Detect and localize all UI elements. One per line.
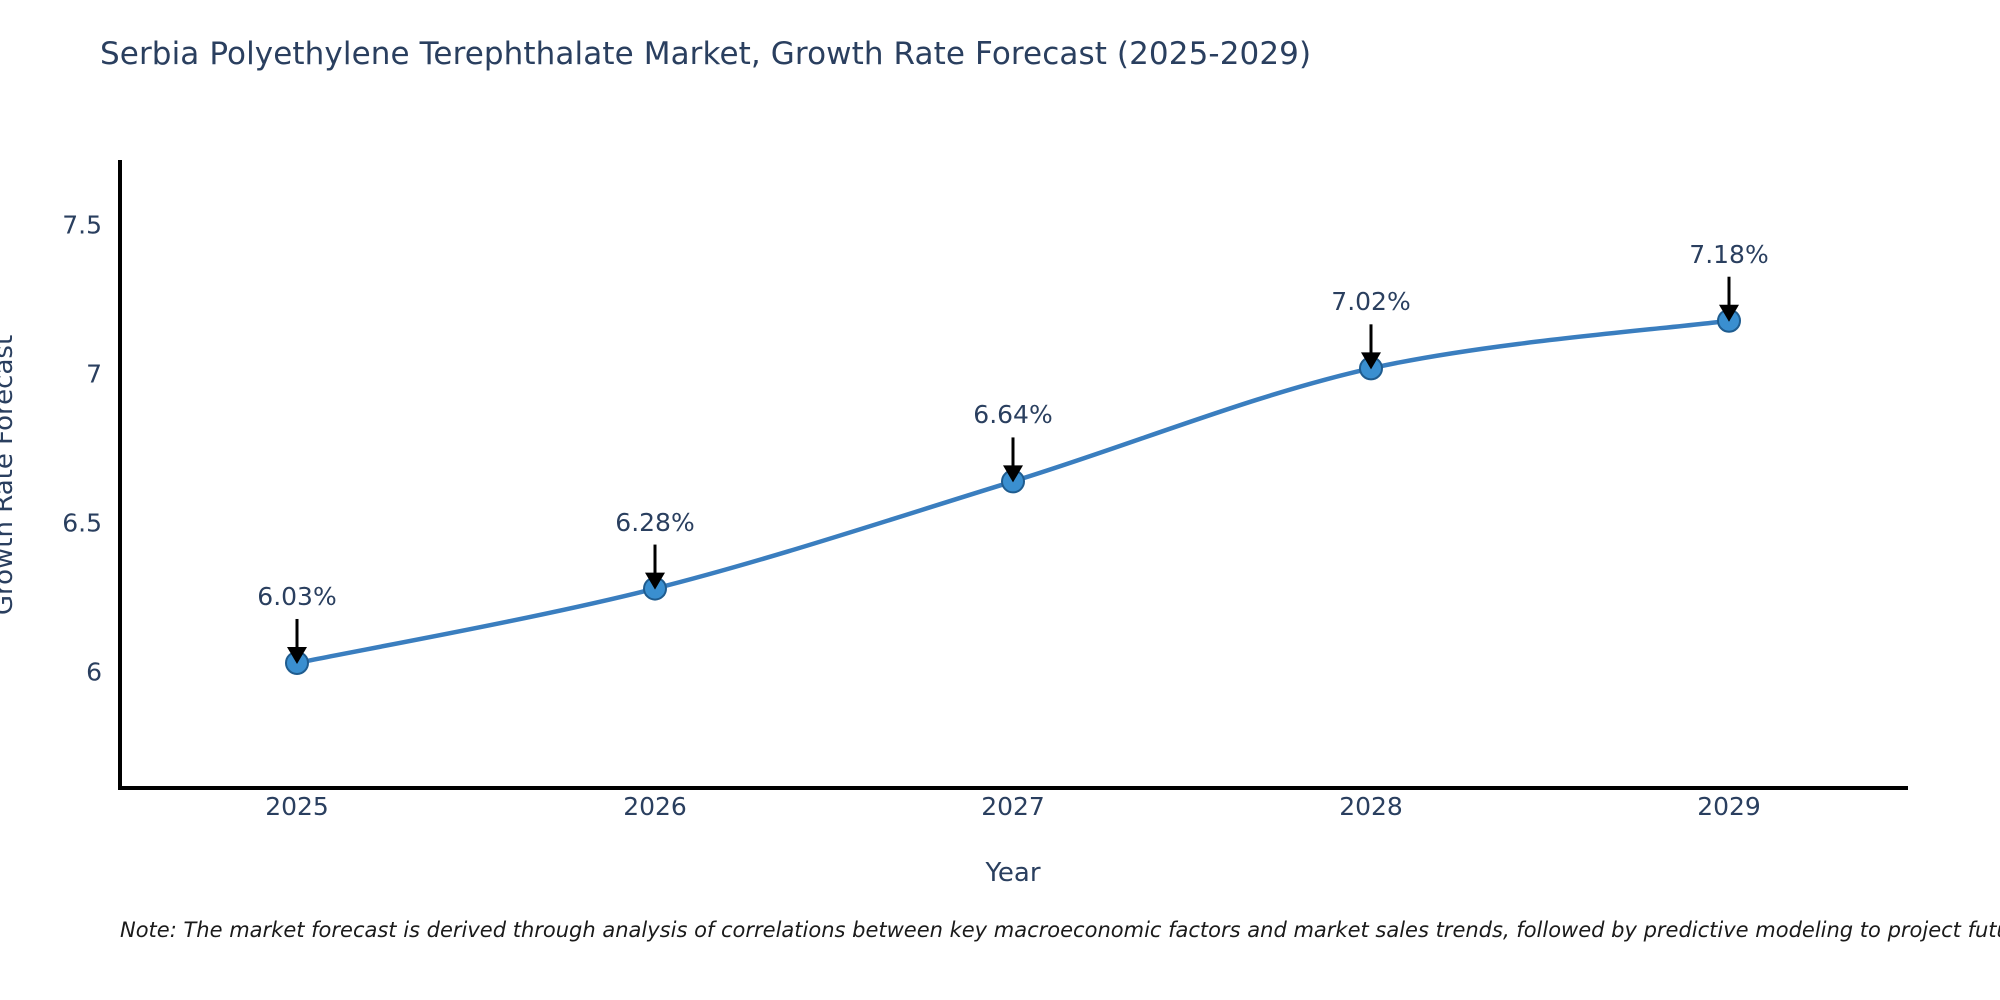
data-point-2029[interactable]	[1717, 276, 1741, 333]
x-tick-label: 2025	[265, 792, 329, 821]
annotation-arrow-head	[645, 572, 665, 590]
y-axis-line	[118, 160, 122, 790]
y-axis-title: Growth Rate Forecast	[0, 334, 19, 616]
annotation-arrow-head	[1719, 304, 1739, 322]
point-value-label: 6.28%	[615, 507, 695, 537]
data-point-2027[interactable]	[1001, 437, 1025, 494]
annotation-arrow-head	[1361, 352, 1381, 370]
footnote-note: Note: The market forecast is derived thr…	[120, 918, 2000, 942]
point-value-label: 6.64%	[973, 400, 1053, 430]
plot-area: 6 6.5 7 7.5 6.03% 6.28% 6.64% 7.02% 7.18%	[62, 160, 1908, 785]
data-point-2026[interactable]	[643, 544, 667, 601]
point-value-label: 7.18%	[1689, 239, 1769, 269]
point-value-label: 7.02%	[1331, 287, 1411, 317]
x-tick-label: 2028	[1339, 792, 1403, 821]
y-axis-title-container: Growth Rate Forecast	[0, 160, 40, 790]
annotation-arrow-head	[287, 646, 307, 664]
line-series-svg	[285, 276, 1741, 675]
y-tick-label: 7	[86, 359, 102, 389]
annotation-arrow-head	[1003, 465, 1023, 483]
data-point-2025[interactable]	[285, 618, 309, 675]
x-tick-label: 2029	[1697, 792, 1761, 821]
point-value-label: 6.03%	[257, 581, 337, 611]
data-point-2028[interactable]	[1359, 324, 1383, 381]
y-tick-label: 7.5	[62, 210, 102, 240]
page-title: Serbia Polyethylene Terephthalate Market…	[100, 36, 1312, 72]
y-tick-label: 6	[86, 657, 102, 687]
x-tick-label: 2026	[623, 792, 687, 821]
x-tick-label: 2027	[981, 792, 1045, 821]
x-axis-line	[118, 786, 1908, 790]
x-axis-title: Year	[985, 858, 1041, 888]
y-tick-label: 6.5	[62, 508, 102, 538]
